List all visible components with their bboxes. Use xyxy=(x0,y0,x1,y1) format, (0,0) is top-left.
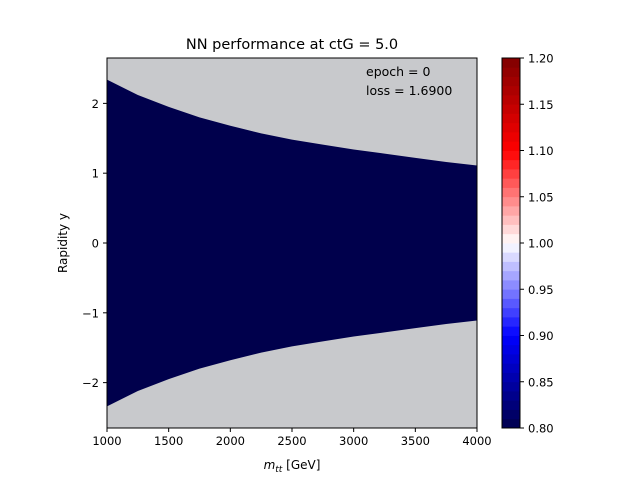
colorbar-level xyxy=(502,233,520,244)
colorbar-level xyxy=(502,381,520,392)
colorbar-level xyxy=(502,363,520,373)
x-tick-label: 2500 xyxy=(277,434,306,448)
x-tick-label: 3000 xyxy=(339,434,368,448)
colorbar-level xyxy=(502,335,520,346)
y-tick-label: 0 xyxy=(92,237,99,251)
x-axis-label: mtt [GeV] xyxy=(264,458,321,475)
colorbar-tick-label: 0.90 xyxy=(528,329,554,343)
colorbar-level xyxy=(502,132,520,142)
colorbar-level xyxy=(502,354,520,364)
x-axis: 1000 1500 2000 2500 3000 3500 4000 xyxy=(92,428,492,448)
y-tick-label: 2 xyxy=(92,97,99,111)
colorbar-level xyxy=(502,58,520,68)
colorbar-level xyxy=(502,187,520,198)
x-tick-label: 2000 xyxy=(216,434,245,448)
colorbar-level xyxy=(502,280,520,290)
colorbar-level xyxy=(502,317,520,327)
colorbar-level xyxy=(502,418,520,429)
colorbar-level xyxy=(502,150,520,161)
x-tick-label: 3500 xyxy=(401,434,430,448)
colorbar-level xyxy=(502,270,520,281)
colorbar-level xyxy=(502,122,520,133)
loss-annotation: loss = 1.6900 xyxy=(366,83,452,98)
colorbar-level xyxy=(502,76,520,87)
colorbar-level xyxy=(502,400,520,410)
colorbar-tick-label: 0.85 xyxy=(528,375,554,389)
x-tick-label: 1000 xyxy=(92,434,121,448)
colorbar-level xyxy=(502,298,520,309)
colorbar-level xyxy=(502,178,520,188)
colorbar-level xyxy=(502,344,520,355)
colorbar-level xyxy=(502,326,520,336)
colorbar-level xyxy=(502,409,520,420)
kinematic-region xyxy=(107,79,477,407)
colorbar-level xyxy=(502,141,520,151)
x-tick-label: 4000 xyxy=(462,434,491,448)
colorbar-tick-label: 1.05 xyxy=(528,190,554,204)
colorbar-tick-label: 1.15 xyxy=(528,98,554,112)
x-tick-label: 1500 xyxy=(154,434,183,448)
colorbar-level xyxy=(502,95,520,105)
colorbar-level xyxy=(502,104,520,114)
colorbar-level xyxy=(502,243,520,253)
heatmap-plot-area xyxy=(106,57,478,429)
colorbar-tick-label: 1.20 xyxy=(528,52,554,66)
colorbar-level xyxy=(502,372,520,383)
colorbar-level xyxy=(502,113,520,124)
chart-title: NN performance at ctG = 5.0 xyxy=(186,37,398,53)
colorbar-level xyxy=(502,252,520,262)
colorbar-tick-label: 1.10 xyxy=(528,144,554,158)
colorbar-level xyxy=(502,307,520,318)
colorbar-level xyxy=(502,206,520,216)
y-tick-label: 1 xyxy=(92,167,99,181)
y-tick-label: −1 xyxy=(82,306,99,320)
colorbar-level xyxy=(502,289,520,299)
colorbar: 1.20 1.15 1.10 1.05 1.00 0.95 0.90 0.85 0.80 xyxy=(501,52,554,436)
colorbar-level xyxy=(502,196,520,207)
y-tick-label: −2 xyxy=(82,376,99,390)
colorbar-level xyxy=(502,215,520,225)
colorbar-tick-label: 0.80 xyxy=(528,422,554,436)
colorbar-level xyxy=(502,169,520,179)
colorbar-level xyxy=(502,67,520,77)
colorbar-level xyxy=(502,391,520,401)
colorbar-level xyxy=(502,224,520,235)
y-axis-label: Rapidity y xyxy=(56,213,70,273)
colorbar-level xyxy=(502,261,520,272)
colorbar-tick-label: 1.00 xyxy=(528,237,554,251)
epoch-annotation: epoch = 0 xyxy=(366,64,430,79)
y-axis: 2 1 0 −1 −2 xyxy=(82,97,107,390)
colorbar-tick-label: 0.95 xyxy=(528,283,554,297)
colorbar-level xyxy=(502,85,520,96)
colorbar-level xyxy=(502,159,520,170)
